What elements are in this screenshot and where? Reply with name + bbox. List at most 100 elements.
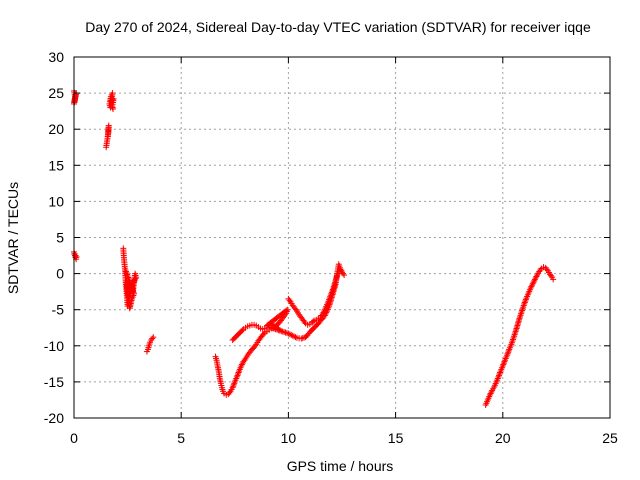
grid [74,57,610,418]
data-point [336,266,343,273]
x-axis-tick-labels: 0 5 10 15 20 25 [70,430,618,446]
data-point [329,286,336,293]
data-point [126,278,133,285]
data-point [127,280,134,287]
data-point [301,318,308,325]
data-point [501,358,508,365]
data-point [238,361,245,368]
data-point [128,283,135,290]
data-point [328,290,335,297]
x-tick-label: 10 [281,430,297,446]
data-point [73,253,80,260]
data-point [230,383,237,390]
y-tick-label: -15 [44,374,64,390]
x-tick-label: 25 [602,430,618,446]
data-point [527,285,534,292]
data-point [150,334,157,341]
data-point [505,347,512,354]
data-point [127,281,134,288]
data-point [326,296,333,303]
data-point [528,283,535,290]
data-point [130,289,137,296]
data-point [497,369,504,376]
y-axis-tick-labels: -20 -15 -10 -5 0 5 10 15 20 25 30 [44,49,64,426]
data-point [530,279,537,286]
data-point [504,352,511,359]
data-point [327,293,334,300]
data-point [286,331,293,338]
data-point [499,363,506,370]
data-point [521,299,528,306]
data-point [125,275,132,282]
data-point [310,318,317,325]
data-point [125,274,132,281]
data-point [288,331,295,338]
y-tick-label: 25 [48,85,64,101]
data-point [238,363,245,370]
data-point [131,278,138,285]
data-point [110,105,117,112]
data-point [326,295,333,302]
data-point [486,391,493,398]
data-point [292,306,299,313]
data-point [123,269,130,276]
x-tick-label: 20 [495,430,511,446]
x-tick-label: 5 [177,430,185,446]
data-point [500,360,507,367]
data-point [522,298,529,305]
data-point [230,381,237,388]
data-point [235,369,242,376]
y-axis-label: SDTVAR / TECUs [5,182,21,294]
x-tick-label: 15 [388,430,404,446]
data-point [529,282,536,289]
data-point [122,266,129,273]
y-tick-label: 20 [48,121,64,137]
data-point [504,350,511,357]
data-point [260,330,267,337]
data-point [231,380,238,387]
data-point [543,266,550,273]
y-tick-label: 5 [56,230,64,246]
data-point [521,300,528,307]
y-tick-label: 30 [48,49,64,65]
data-point [128,284,135,291]
data-point [529,280,536,287]
data-point [496,372,503,379]
y-tick-label: -10 [44,338,64,354]
data-point [129,286,136,293]
data-point [327,292,334,299]
data-point [239,327,246,334]
y-tick-label: 0 [56,266,64,282]
data-point [487,390,494,397]
data-point [131,276,138,283]
y-tick-label: -5 [52,302,65,318]
data-point [321,308,328,315]
data-series-sdtvar [71,87,557,409]
data-point [341,272,348,279]
data-point [289,332,296,339]
data-point [488,389,495,396]
data-point [229,384,236,391]
data-point [495,373,502,380]
chart-title: Day 270 of 2024, Sidereal Day-to-day VTE… [85,19,591,35]
data-point [532,274,539,281]
data-point [124,272,131,279]
data-point [319,311,326,318]
data-point [126,277,133,284]
data-point [550,276,557,283]
data-point [548,272,555,279]
data-point [340,270,347,277]
data-point [252,342,259,349]
x-tick-label: 0 [70,430,78,446]
y-tick-label: -20 [44,410,64,426]
data-point [124,271,131,278]
data-point [531,277,538,284]
data-point [522,296,529,303]
data-point [291,333,298,340]
y-tick-label: 15 [48,157,64,173]
data-point [234,372,241,379]
data-point [537,266,544,273]
data-point [320,309,327,316]
data-point [133,274,140,281]
